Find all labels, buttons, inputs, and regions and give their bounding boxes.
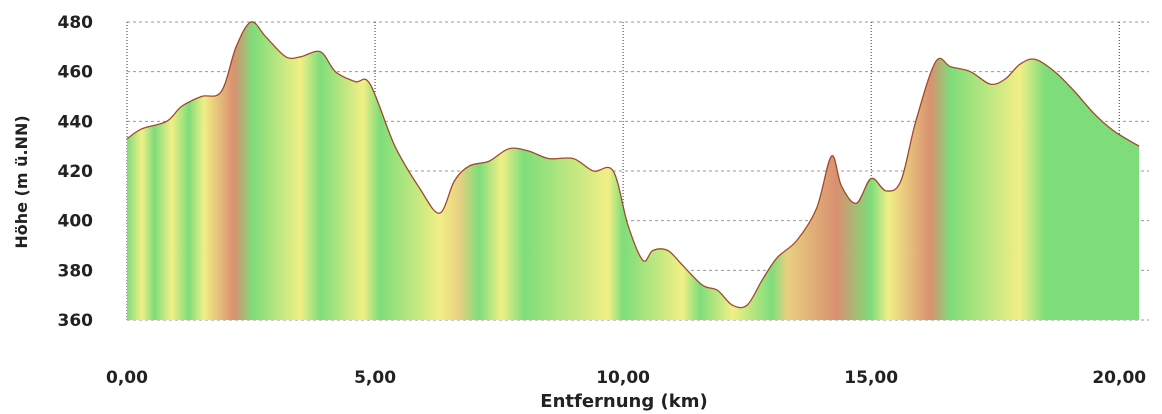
x-axis-label: Entfernung (km) [540, 391, 707, 412]
y-tick-label-480: 480 [58, 13, 94, 33]
y-axis-label: Höhe (m ü.NN) [12, 115, 31, 248]
y-tick-label-380: 380 [58, 261, 94, 281]
elevation-line [126, 21, 1140, 309]
x-tick-label-5: 5,00 [354, 368, 396, 388]
elevation-area [127, 21, 1140, 321]
y-tick-label-460: 460 [58, 63, 94, 83]
y-tick-label-420: 420 [58, 162, 94, 182]
y-tick-labels: 360 380 400 420 440 460 480 [58, 13, 94, 331]
x-tick-label-20: 20,00 [1092, 368, 1146, 388]
y-tick-label-440: 440 [58, 112, 94, 132]
x-tick-label-15: 15,00 [844, 368, 898, 388]
y-tick-label-400: 400 [58, 212, 94, 232]
x-tick-label-0: 0,00 [106, 368, 148, 388]
y-tick-label-360: 360 [58, 311, 94, 331]
x-tick-label-10: 10,00 [596, 368, 650, 388]
x-tick-labels: 0,00 5,00 10,00 15,00 20,00 [106, 368, 1146, 388]
